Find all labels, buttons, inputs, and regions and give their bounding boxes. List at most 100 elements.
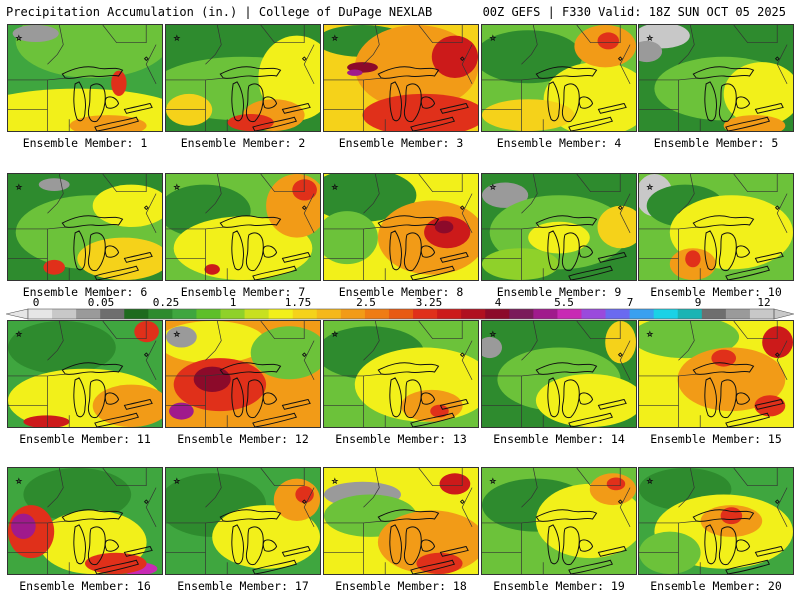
precip-area bbox=[193, 366, 231, 393]
precip-area bbox=[347, 69, 363, 76]
city-star-icon: ☆ bbox=[647, 476, 653, 487]
colorbar-tick-label: 0.25 bbox=[152, 296, 180, 309]
precip-area bbox=[324, 174, 417, 222]
city-star-icon: ☆ bbox=[647, 329, 653, 340]
precipitation-map: ☆ ◇ bbox=[481, 320, 637, 428]
city-star-icon: ☆ bbox=[332, 182, 338, 193]
state-borders bbox=[482, 468, 631, 574]
colorbar-swatch bbox=[388, 309, 414, 319]
precip-area bbox=[227, 114, 274, 131]
state-borders bbox=[166, 174, 315, 280]
city-star-icon: ☆ bbox=[174, 33, 180, 44]
ensemble-member-caption: Ensemble Member: 10 bbox=[650, 285, 782, 299]
colorbar-outline bbox=[27, 308, 775, 320]
colorbar-right-arrow bbox=[773, 308, 794, 320]
great-lakes-coastline bbox=[692, 66, 784, 131]
precip-area bbox=[639, 40, 663, 63]
ensemble-member-caption: Ensemble Member: 15 bbox=[650, 432, 782, 446]
precipitation-map: ☆ ◇ bbox=[481, 24, 637, 132]
city-star-icon: ☆ bbox=[647, 33, 653, 44]
precip-area bbox=[685, 250, 701, 268]
precip-area bbox=[528, 221, 590, 254]
ensemble-member-panel: ☆ ◇ Ensemble Member: 9 bbox=[481, 173, 637, 310]
colorbar-swatch bbox=[629, 309, 655, 319]
state-borders bbox=[166, 25, 315, 131]
precip-area bbox=[431, 35, 478, 78]
ensemble-member-panel: ☆ ◇ Ensemble Member: 19 bbox=[481, 467, 637, 604]
state-borders bbox=[482, 174, 631, 280]
ensemble-member-caption: Ensemble Member: 2 bbox=[180, 136, 306, 150]
colorbar-swatch bbox=[581, 309, 606, 319]
great-lakes-coastline bbox=[692, 362, 784, 427]
precipitation-map: ☆ ◇ bbox=[7, 173, 163, 281]
precip-area bbox=[597, 205, 636, 249]
colorbar-swatch bbox=[533, 309, 558, 319]
precipitation-map: ☆ ◇ bbox=[165, 467, 321, 575]
state-borders bbox=[8, 468, 157, 574]
great-lakes-coastline bbox=[535, 509, 627, 574]
city-star-icon: ☆ bbox=[490, 476, 496, 487]
great-lakes-coastline bbox=[377, 215, 469, 280]
great-lakes-coastline bbox=[377, 509, 469, 574]
colorbar-tick-label: 1.75 bbox=[284, 296, 312, 309]
precipitation-map: ☆ ◇ bbox=[481, 173, 637, 281]
precip-area bbox=[77, 237, 162, 280]
precip-area bbox=[23, 415, 70, 427]
colorbar-swatch bbox=[485, 309, 510, 319]
colorbar-tick-label: 9 bbox=[694, 296, 702, 309]
state-borders bbox=[8, 25, 157, 131]
great-lakes-coastline bbox=[219, 66, 311, 131]
precip-area bbox=[439, 473, 471, 495]
capital-diamond-icon: ◇ bbox=[460, 203, 465, 211]
great-lakes-coastline bbox=[61, 66, 153, 131]
state-borders bbox=[639, 321, 788, 427]
precipitation-map: ☆ ◇ bbox=[481, 467, 637, 575]
ensemble-member-panel: ☆ ◇ Ensemble Member: 12 bbox=[165, 320, 321, 457]
capital-diamond-icon: ◇ bbox=[302, 203, 307, 211]
great-lakes-coastline bbox=[219, 362, 311, 427]
ensemble-member-caption: Ensemble Member: 3 bbox=[338, 136, 464, 150]
precipitation-map: ☆ ◇ bbox=[323, 320, 479, 428]
capital-diamond-icon: ◇ bbox=[460, 350, 465, 358]
precip-area bbox=[92, 184, 162, 227]
city-star-icon: ☆ bbox=[174, 476, 180, 487]
ensemble-member-panel: ☆ ◇ Ensemble Member: 17 bbox=[165, 467, 321, 604]
precip-area bbox=[85, 552, 147, 574]
precip-area bbox=[762, 326, 793, 359]
colorbar-tick-label: 0.05 bbox=[87, 296, 115, 309]
ensemble-member-panel: ☆ ◇ Ensemble Member: 6 bbox=[7, 173, 163, 310]
precip-area bbox=[11, 513, 36, 540]
ensemble-member-panel: ☆ ◇ Ensemble Member: 14 bbox=[481, 320, 637, 457]
ensemble-member-caption: Ensemble Member: 13 bbox=[335, 432, 467, 446]
ensemble-member-panel: ☆ ◇ Ensemble Member: 13 bbox=[323, 320, 479, 457]
ensemble-member-caption: Ensemble Member: 8 bbox=[338, 285, 464, 299]
capital-diamond-icon: ◇ bbox=[144, 54, 149, 62]
city-star-icon: ☆ bbox=[16, 329, 22, 340]
capital-diamond-icon: ◇ bbox=[460, 54, 465, 62]
colorbar-swatch bbox=[148, 309, 173, 319]
colorbar-swatch bbox=[268, 309, 294, 319]
city-star-icon: ☆ bbox=[332, 476, 338, 487]
precip-area bbox=[482, 182, 529, 208]
precip-area bbox=[605, 321, 636, 364]
precipitation-map: ☆ ◇ bbox=[323, 173, 479, 281]
precipitation-colorbar: 0 0.05 0.25 1 1.75 2.5 3.25 4 5.5 7 9 12 bbox=[6, 296, 794, 324]
colorbar-swatch bbox=[701, 309, 727, 319]
city-star-icon: ☆ bbox=[332, 33, 338, 44]
precipitation-map: ☆ ◇ bbox=[323, 24, 479, 132]
precip-area bbox=[292, 179, 317, 201]
colorbar-swatch bbox=[76, 309, 101, 319]
state-borders bbox=[324, 174, 473, 280]
precip-area bbox=[754, 395, 786, 417]
ensemble-member-panel: ☆ ◇ Ensemble Member: 20 bbox=[638, 467, 794, 604]
colorbar-swatch bbox=[316, 309, 342, 319]
colorbar-tick-label: 1 bbox=[229, 296, 237, 309]
colorbar-swatch bbox=[340, 309, 366, 319]
precipitation-map: ☆ ◇ bbox=[165, 173, 321, 281]
ensemble-member-caption: Ensemble Member: 9 bbox=[496, 285, 622, 299]
ensemble-member-caption: Ensemble Member: 6 bbox=[22, 285, 148, 299]
precip-area bbox=[482, 99, 575, 131]
ensemble-member-caption: Ensemble Member: 20 bbox=[650, 579, 782, 593]
ensemble-member-panel: ☆ ◇ Ensemble Member: 5 bbox=[638, 24, 794, 161]
precipitation-map: ☆ ◇ bbox=[638, 320, 794, 428]
